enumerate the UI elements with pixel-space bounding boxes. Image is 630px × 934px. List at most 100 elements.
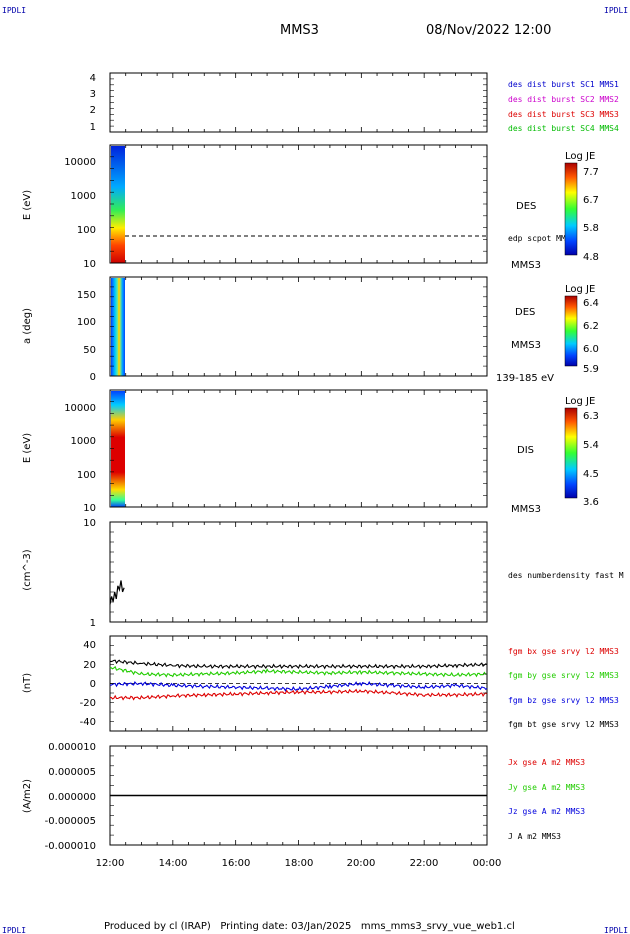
- panel1-legend-sc2: des dist burst SC2 MMS2: [508, 95, 619, 104]
- panel6-legend-by: fgm by gse srvy l2 MMS3: [508, 671, 619, 680]
- panel2-colorbar-title: Log JE: [565, 151, 595, 162]
- panel3-tick-label: 0: [90, 372, 96, 383]
- panel2-tick-label: 10000: [64, 157, 96, 168]
- panel3-tick-label: 150: [77, 290, 96, 301]
- panel3-energy-range: 139-185 eV: [496, 373, 554, 384]
- panel7-tick-label: -0.000010: [45, 841, 96, 852]
- panel6-tick-label: -40: [80, 717, 96, 728]
- panel-electron-pitch-angle: a (deg) 150 100 50 0 DES MMS3 139-185 eV…: [22, 276, 599, 384]
- panel3-spectrogram-data: [111, 278, 125, 376]
- corner-label-top-left: IPDLI: [2, 6, 26, 15]
- panel2-colorbar-tick: 4.8: [583, 252, 599, 263]
- panel3-frame: [109, 276, 488, 377]
- spacecraft-title: MMS3: [280, 23, 319, 38]
- panel3-ylabel: a (deg): [22, 308, 33, 344]
- density-series-line: [109, 580, 125, 605]
- panel5-series-group: [109, 580, 125, 605]
- panel4-tick-label: 10: [83, 503, 96, 514]
- panel4-colorbar: [564, 407, 578, 499]
- panel7-legend-jz: Jz gse A m2 MMS3: [508, 807, 585, 816]
- panel3-tick-label: 100: [77, 317, 96, 328]
- panel7-ylabel: (A/m2): [22, 779, 33, 813]
- corner-label-bottom-right: IPDLI: [604, 926, 628, 934]
- panel4-spectrogram-data: [111, 391, 125, 507]
- footer-credit: Produced by cl (IRAP) Printing date: 03/…: [104, 921, 515, 932]
- panel2-frame: [109, 144, 488, 264]
- panel4-colorbar-tick: 5.4: [583, 440, 599, 451]
- panel6-series-group: [109, 659, 488, 701]
- panel2-tick-label: 10: [83, 259, 96, 270]
- panel3-spacecraft-label: MMS3: [511, 340, 541, 351]
- time-tick-label: 18:00: [285, 858, 314, 869]
- datetime-title: 08/Nov/2022 12:00: [426, 23, 551, 38]
- panel4-frame: [109, 389, 488, 508]
- panel-spacecraft-availability: 4 3 2 1 des dist burst SC1 MMS1 des dist…: [90, 72, 619, 133]
- panel-electron-density: (cm^-3) 10 1 des numberdensity fast M: [22, 518, 624, 629]
- panel4-colorbar-tick: 6.3: [583, 411, 599, 422]
- panel6-tick-label: -20: [80, 698, 96, 709]
- panel4-tick-label: 100: [77, 470, 96, 481]
- magnetic-field-series-line: [109, 659, 488, 670]
- panel3-colorbar-tick: 6.2: [583, 321, 599, 332]
- time-tick-label: 20:00: [347, 858, 376, 869]
- panel5-ylabel: (cm^-3): [22, 549, 33, 590]
- panel2-spacecraft-label: MMS3: [511, 260, 541, 271]
- panel3-colorbar-tick: 6.0: [583, 344, 599, 355]
- panel5-frame: [109, 521, 488, 623]
- panel6-tick-label: 0: [90, 679, 96, 690]
- panel1-tick-label: 3: [90, 89, 96, 100]
- panel1-frame: [109, 72, 488, 133]
- panel5-legend: des numberdensity fast M: [508, 571, 624, 580]
- panel3-colorbar-tick: 5.9: [583, 364, 599, 375]
- magnetic-field-series-line: [109, 688, 488, 701]
- panel2-colorbar-tick: 6.7: [583, 195, 599, 206]
- panel2-species-label: DES: [516, 201, 536, 212]
- time-tick-label: 22:00: [410, 858, 439, 869]
- corner-label-top-right: IPDLI: [604, 6, 628, 15]
- panel7-legend-j: J A m2 MMS3: [508, 832, 561, 841]
- time-tick-label: 12:00: [96, 858, 125, 869]
- time-axis: 12:00 14:00 16:00 18:00 20:00 22:00 00:0…: [96, 858, 502, 869]
- panel4-ylabel: E (eV): [22, 433, 33, 463]
- panel4-colorbar-tick: 4.5: [583, 469, 599, 480]
- corner-label-bottom-left: IPDLI: [2, 926, 26, 934]
- panel7-tick-label: -0.000005: [45, 816, 96, 827]
- panel3-colorbar-title: Log JE: [565, 284, 595, 295]
- time-tick-label: 14:00: [159, 858, 188, 869]
- panel3-species-label: DES: [515, 307, 535, 318]
- panel2-spectrogram-data: [111, 146, 125, 263]
- panel3-colorbar: [564, 295, 578, 367]
- panel4-colorbar-title: Log JE: [565, 396, 595, 407]
- panel4-tick-label: 1000: [71, 436, 96, 447]
- magnetic-field-series-line: [109, 680, 488, 692]
- panel2-tick-label: 1000: [71, 191, 96, 202]
- panel6-ylabel: (nT): [22, 673, 33, 693]
- panel7-legend-jx: Jx gse A m2 MMS3: [508, 758, 585, 767]
- time-tick-label: 16:00: [222, 858, 251, 869]
- panel2-tick-label: 100: [77, 225, 96, 236]
- panel1-tick-label: 4: [90, 73, 96, 84]
- panel2-colorbar-tick: 7.7: [583, 167, 599, 178]
- panel1-legend-sc3: des dist burst SC3 MMS3: [508, 110, 619, 119]
- panel-electron-energy-spectrogram: E (eV) 10000 1000 100 10 DES edp scpot M…: [22, 144, 599, 271]
- panel1-tick-label: 1: [90, 122, 96, 133]
- panel7-tick-label: 0.000000: [48, 792, 96, 803]
- panel6-legend-bz: fgm bz gse srvy l2 MMS3: [508, 696, 619, 705]
- panel4-spacecraft-label: MMS3: [511, 504, 541, 515]
- panel2-overlay-label: edp scpot MMS3: [508, 234, 576, 243]
- panel4-tick-label: 10000: [64, 403, 96, 414]
- panel2-ylabel: E (eV): [22, 190, 33, 220]
- panel7-tick-label: 0.000010: [48, 742, 96, 753]
- panel-current-density: (A/m2) 0.000010 0.000005 0.000000 -0.000…: [22, 742, 585, 852]
- panel5-tick-label: 1: [90, 618, 96, 629]
- panel-ion-energy-spectrogram: E (eV) 10000 1000 100 10 DIS MMS3 Log JE…: [22, 389, 599, 515]
- panel6-legend-bt: fgm bt gse srvy l2 MMS3: [508, 720, 619, 729]
- magnetic-field-series-line: [109, 665, 488, 678]
- panel1-legend-sc4: des dist burst SC4 MMS4: [508, 124, 619, 133]
- panel6-tick-label: 20: [83, 660, 96, 671]
- panel5-tick-label: 10: [83, 518, 96, 529]
- panel6-tick-label: 40: [83, 640, 96, 651]
- time-tick-label: 00:00: [473, 858, 502, 869]
- panel3-tick-label: 50: [83, 345, 96, 356]
